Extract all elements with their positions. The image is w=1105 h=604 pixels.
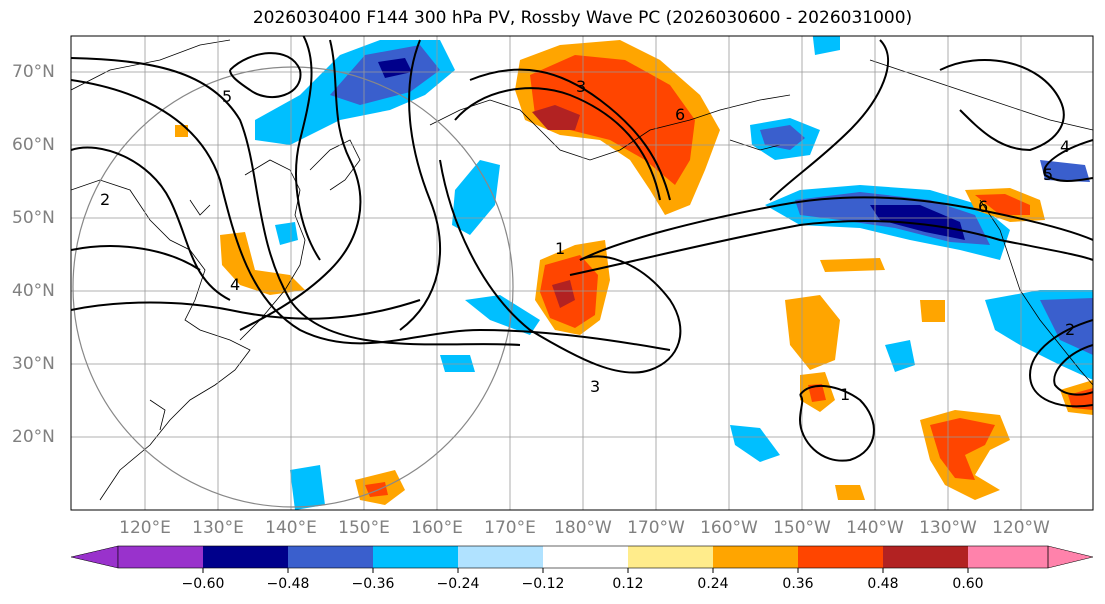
- negative-anomaly-region: [812, 36, 840, 55]
- plot-area: 1 2 3 4 5 6 3 1 2 4 5 6: [71, 36, 1093, 510]
- colorbar-segment: [968, 546, 1048, 568]
- map-title: 2026030400 F144 300 hPa PV, Rossby Wave …: [252, 8, 913, 28]
- negative-anomaly-region: [1040, 298, 1093, 355]
- negative-anomaly-region: [378, 58, 412, 78]
- colorbar-segment: [628, 546, 713, 568]
- plot-frame: [70, 35, 1094, 511]
- negative-anomaly-region: [760, 125, 805, 150]
- contour-label: 1: [555, 239, 565, 258]
- contour-label: 6: [978, 197, 988, 216]
- colorbar-segment: [203, 546, 288, 568]
- positive-anomaly-region: [835, 485, 865, 500]
- contour-labels: 1 2 3 4 5 6 3 1 2 4 5 6: [100, 77, 1075, 404]
- positive-anomaly-region: [820, 258, 885, 272]
- contour-label: 1: [840, 385, 850, 404]
- positive-anomaly-region: [785, 295, 840, 370]
- latitude-label: 30°N: [12, 354, 55, 374]
- colorbar-tick-label: 0.24: [697, 576, 729, 592]
- colorbar-tick-label: −0.48: [266, 576, 310, 592]
- longitude-label: 130°W: [919, 518, 977, 538]
- colorbar-tick-label: −0.60: [181, 576, 225, 592]
- colorbar-tick-label: 0.48: [867, 576, 899, 592]
- latitude-label: 50°N: [12, 208, 55, 228]
- contour-label: 4: [1060, 137, 1070, 156]
- latitude-label: 70°N: [12, 62, 55, 82]
- negative-anomaly-region: [440, 355, 475, 372]
- positive-anomaly-region: [220, 232, 305, 295]
- colorbar-segment: [543, 546, 628, 568]
- colorbar-extend-low: [70, 545, 119, 569]
- latitude-label: 60°N: [12, 135, 55, 155]
- positive-anomaly-region: [552, 280, 575, 308]
- colorbar-segment: [288, 546, 373, 568]
- longitude-label: 150°E: [338, 518, 390, 538]
- contour-label: 4: [230, 275, 240, 294]
- negative-anomaly-region: [1040, 160, 1090, 182]
- positive-anomaly-region: [920, 300, 945, 322]
- contour-label: 2: [1065, 320, 1075, 339]
- colorbar-extend-high: [1047, 545, 1094, 569]
- longitude-label: 130°E: [192, 518, 244, 538]
- contour-label: 6: [675, 105, 685, 124]
- longitude-label: 170°W: [627, 518, 685, 538]
- positive-anomaly-region: [975, 194, 1030, 215]
- longitude-label: 160°W: [700, 518, 758, 538]
- longitude-label: 120°E: [119, 518, 171, 538]
- negative-anomaly-region: [290, 465, 325, 510]
- latitude-label: 40°N: [12, 281, 55, 301]
- reference-circle: [72, 66, 514, 508]
- pv-shading: [175, 36, 1093, 510]
- colorbar-segment: [713, 546, 798, 568]
- contour-label: 5: [222, 87, 232, 106]
- longitude-label: 140°E: [265, 518, 317, 538]
- gridlines: [71, 36, 1093, 510]
- colorbar-segment: [373, 546, 458, 568]
- colorbar-tick-label: −0.24: [436, 576, 480, 592]
- contour-label: 2: [100, 190, 110, 209]
- negative-anomaly-region: [870, 205, 965, 240]
- negative-anomaly-region: [452, 160, 500, 235]
- colorbar-segment: [118, 546, 203, 568]
- negative-anomaly-region: [275, 222, 298, 245]
- positive-anomaly-region: [930, 418, 995, 480]
- negative-anomaly-region: [465, 295, 540, 335]
- longitude-label: 160°E: [411, 518, 463, 538]
- colorbar-tick-label: 0.60: [952, 576, 984, 592]
- longitude-label: 150°W: [773, 518, 831, 538]
- colorbar-tick-label: −0.12: [521, 576, 565, 592]
- latitude-label: 20°N: [12, 427, 55, 447]
- colorbar-segment: [458, 546, 543, 568]
- contour-label: 5: [1043, 165, 1053, 184]
- pv-contours: [71, 36, 1093, 462]
- positive-anomaly-region: [532, 105, 580, 130]
- positive-anomaly-region: [808, 384, 826, 402]
- longitude-label: 170°E: [484, 518, 536, 538]
- colorbar-segment: [883, 546, 968, 568]
- colorbar-tick-label: 0.12: [612, 576, 644, 592]
- negative-anomaly-region: [730, 425, 780, 462]
- colorbar-segment: [798, 546, 883, 568]
- coastlines: [71, 39, 1093, 501]
- longitude-label: 180°W: [554, 518, 612, 538]
- colorbar-tick-label: −0.36: [351, 576, 395, 592]
- colorbar: [70, 545, 1094, 573]
- contour-label: 3: [576, 77, 586, 96]
- colorbar-tick-label: 0.36: [782, 576, 814, 592]
- contour-label: 3: [590, 377, 600, 396]
- longitude-label: 120°W: [992, 518, 1050, 538]
- longitude-label: 140°W: [846, 518, 904, 538]
